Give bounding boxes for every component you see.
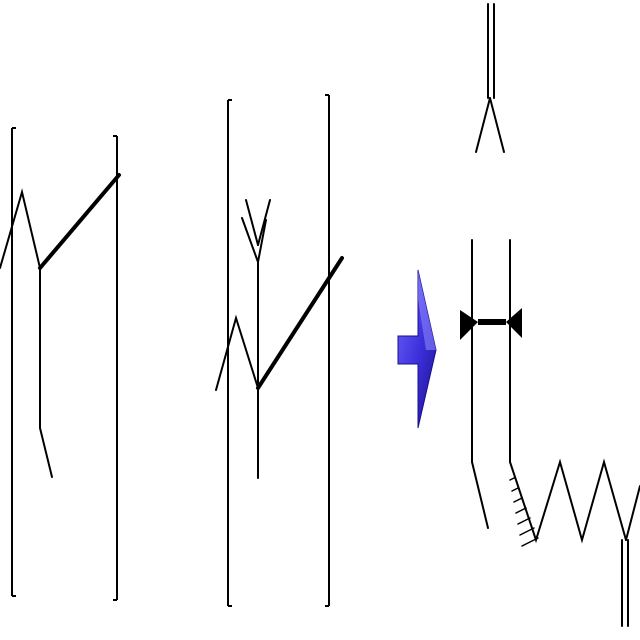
reactant-2-left-bracket: [227, 99, 232, 607]
product-hashed-bond: [509, 477, 539, 547]
product-top-double-bond: [487, 3, 495, 99]
product-wedge-bond: [460, 308, 522, 340]
product-zigzag-chain: [509, 458, 640, 544]
reactant-1-right-bracket: [113, 135, 118, 601]
reactant-2-bonds: [215, 199, 344, 479]
product-bottom-double-bond: [621, 539, 629, 627]
product: [471, 3, 640, 627]
reactant-1-left-bracket: [11, 127, 16, 597]
reactant-1: [0, 127, 121, 601]
reactant-1-bonds: [0, 173, 121, 478]
product-top-branch: [475, 97, 505, 153]
reactant-2-right-bracket: [325, 94, 330, 607]
right-arrow-icon: [397, 269, 437, 429]
reactant-2: [215, 94, 344, 607]
product-chain-left: [471, 239, 489, 529]
